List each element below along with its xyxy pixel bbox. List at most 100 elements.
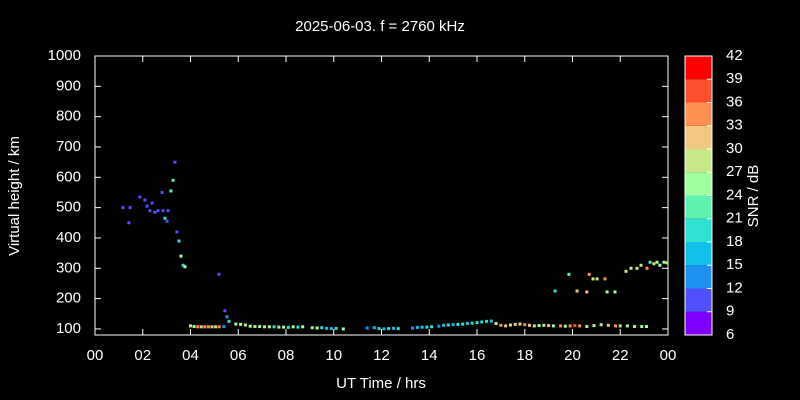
data-point [425, 325, 429, 329]
data-point [563, 324, 567, 328]
data-point [639, 263, 643, 267]
colorbar-tick-label: 21 [726, 210, 743, 227]
data-point [291, 325, 295, 329]
data-point [411, 326, 415, 330]
data-point [585, 290, 589, 294]
colorbar-band [685, 242, 712, 266]
data-point [518, 322, 522, 326]
data-point [234, 322, 238, 326]
data-point [551, 324, 555, 328]
data-point [166, 209, 170, 213]
x-tick-label: 08 [278, 347, 295, 364]
data-point [640, 325, 644, 329]
data-point [329, 327, 333, 331]
colorbar-tick-label: 42 [726, 47, 743, 64]
y-tick-label: 700 [56, 138, 81, 155]
data-point [396, 327, 400, 331]
data-point [624, 269, 628, 273]
colorbar-band [685, 79, 712, 103]
data-point [372, 326, 376, 330]
data-point [203, 325, 207, 329]
colorbar-band [685, 125, 712, 149]
data-point [315, 326, 319, 330]
x-tick-label: 06 [230, 347, 247, 364]
data-point [430, 325, 434, 329]
data-point [613, 290, 617, 294]
data-point [128, 206, 132, 210]
data-point [296, 325, 300, 329]
y-tick-label: 300 [56, 259, 81, 276]
data-point [192, 325, 196, 329]
data-point [499, 323, 503, 327]
data-point [150, 201, 154, 205]
data-point [532, 324, 536, 328]
data-point [286, 325, 290, 329]
colorbar-band [685, 288, 712, 312]
colorbar-band [685, 149, 712, 173]
data-point [537, 324, 541, 328]
data-point [465, 321, 469, 325]
data-point [258, 325, 262, 329]
data-point [171, 178, 175, 182]
data-point [645, 325, 649, 329]
data-point [181, 263, 185, 267]
colorbar-tick-label: 24 [726, 186, 743, 203]
x-tick-label: 18 [516, 347, 533, 364]
data-point [461, 322, 465, 326]
data-point [165, 219, 169, 223]
data-point [523, 323, 527, 327]
data-point [382, 327, 386, 331]
x-tick-label: 12 [373, 347, 390, 364]
data-point [508, 323, 512, 327]
data-point [662, 260, 666, 264]
data-point [282, 325, 286, 329]
data-point [606, 323, 610, 327]
data-point [437, 324, 441, 328]
data-point [489, 319, 493, 323]
colorbar-tick-label: 39 [726, 70, 743, 87]
data-point [387, 327, 391, 331]
data-point [470, 321, 474, 325]
y-tick-label: 1000 [48, 47, 81, 64]
data-point [121, 206, 125, 210]
data-point [629, 266, 633, 270]
data-point [163, 216, 167, 220]
x-tick-label: 14 [421, 347, 438, 364]
data-point [420, 325, 424, 329]
data-point [480, 320, 484, 324]
data-point [161, 209, 165, 213]
data-point [568, 324, 572, 328]
data-point [222, 325, 226, 329]
data-point [248, 324, 252, 328]
data-point [494, 321, 498, 325]
data-point [177, 239, 181, 243]
data-point [199, 325, 203, 329]
colorbar-tick-label: 12 [726, 279, 743, 296]
y-tick-label: 200 [56, 290, 81, 307]
data-point [655, 260, 659, 264]
data-point [253, 325, 257, 329]
x-tick-label: 20 [564, 347, 581, 364]
colorbar-band [685, 195, 712, 219]
data-point [547, 324, 551, 328]
data-point [542, 323, 546, 327]
data-point [613, 324, 617, 328]
data-point [635, 266, 639, 270]
y-tick-label: 100 [56, 320, 81, 337]
data-point [223, 309, 227, 313]
colorbar-tick-label: 36 [726, 93, 743, 110]
data-point [645, 266, 649, 270]
data-point [206, 325, 210, 329]
colorbar-label: SNR / dB [745, 165, 762, 228]
data-point [595, 277, 599, 281]
colorbar-tick-label: 6 [726, 326, 734, 343]
data-point [179, 254, 183, 258]
data-point [618, 324, 622, 328]
data-point [210, 325, 214, 329]
data-point [575, 289, 579, 293]
x-tick-label: 02 [134, 347, 151, 364]
data-point [665, 261, 669, 265]
